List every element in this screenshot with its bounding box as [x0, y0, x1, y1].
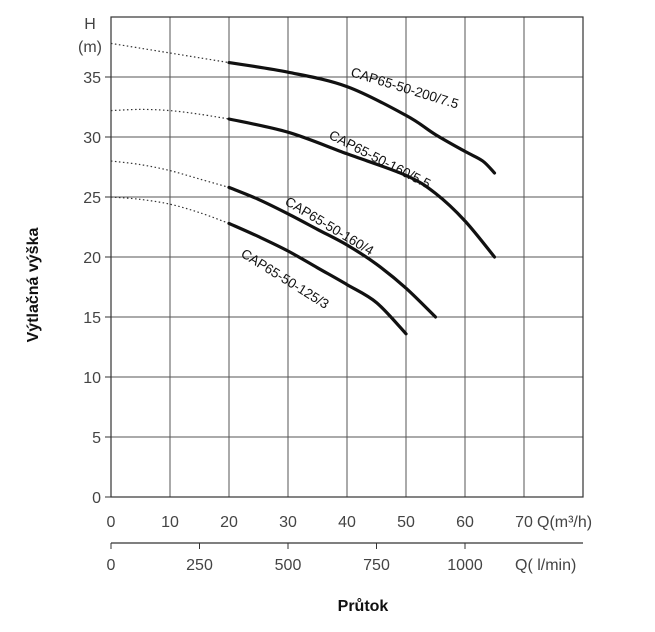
series-labels: CAP65-50-200/7.5CAP65-50-160/5.5CAP65-50…: [238, 65, 460, 312]
series-label: CAP65-50-160/4: [282, 194, 376, 259]
series-line: [227, 221, 408, 336]
x-tick-label: 30: [279, 514, 297, 531]
y-tick-label: 20: [83, 250, 101, 267]
series-dotted-line: [110, 196, 230, 224]
x-tick-label: 10: [161, 514, 179, 531]
x-axis-title: Průtok: [338, 598, 389, 615]
y-tick-label: 5: [92, 430, 101, 447]
series-dotted-line: [110, 160, 230, 188]
series-dotted-line: [110, 42, 230, 64]
y-unit-bottom-label: (m): [78, 39, 102, 56]
y-tick-label: 10: [83, 370, 101, 387]
y-tick-label: 25: [83, 190, 101, 207]
tick-labels: 0 5 10 15 20 25 30 35 0 10 20 30 40 50 60 70: [83, 70, 533, 531]
x-tick-label: 40: [338, 514, 356, 531]
x2-tick-label: 1000: [447, 557, 483, 574]
x-tick-label: 70: [515, 514, 533, 531]
x2-tick-label: 0: [107, 557, 116, 574]
series-layer: [110, 42, 497, 336]
series-label: CAP65-50-125/3: [238, 246, 331, 312]
x-unit-secondary-label: Q( l/min): [515, 557, 576, 574]
y-unit-top-label: H: [84, 16, 96, 33]
x-tick-label: 20: [220, 514, 238, 531]
x-tick-label: 60: [456, 514, 474, 531]
x2-tick-label: 500: [275, 557, 302, 574]
y-tick-label: 35: [83, 70, 101, 87]
series-dotted-line: [110, 108, 230, 120]
series-line: [227, 61, 497, 175]
x-tick-label: 50: [397, 514, 415, 531]
x2-tick-label: 750: [363, 557, 390, 574]
x2-tick-label: 250: [186, 557, 213, 574]
series-line: [227, 185, 438, 319]
grid: [110, 16, 584, 498]
x-unit-primary-label: Q(m³/h): [537, 514, 592, 531]
x-tick-label: 0: [107, 514, 116, 531]
series-line: [227, 117, 497, 259]
y-tick-label: 15: [83, 310, 101, 327]
secondary-x-axis: 0 250 500 750 1000: [107, 542, 583, 574]
y-tick-label: 30: [83, 130, 101, 147]
y-axis-title: Výtlačná výška: [25, 228, 42, 343]
series-label: CAP65-50-200/7.5: [349, 65, 460, 112]
y-tick-label: 0: [92, 490, 101, 507]
